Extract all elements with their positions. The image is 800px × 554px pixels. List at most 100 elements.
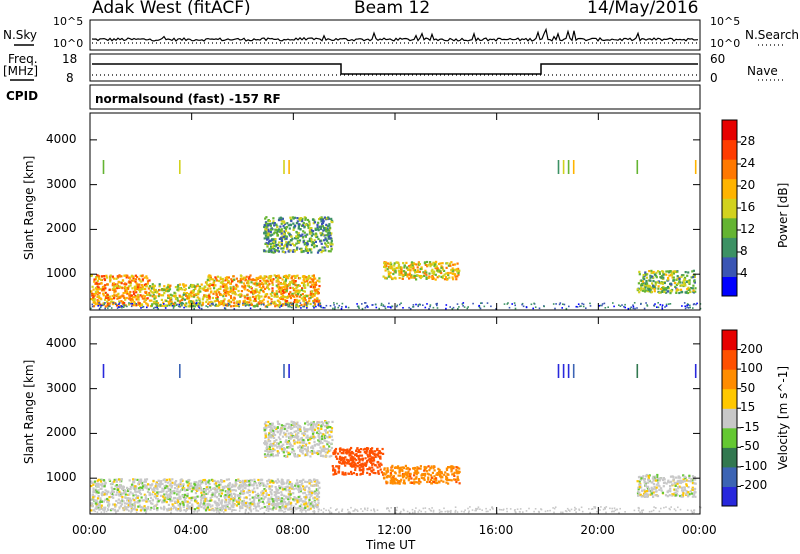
range-cell <box>300 497 303 501</box>
range-cell <box>91 285 94 288</box>
range-cell <box>282 282 285 285</box>
range-cell <box>306 277 309 280</box>
range-cell <box>317 443 320 446</box>
range-cell <box>215 496 219 499</box>
range-cell <box>100 282 103 285</box>
range-cell <box>237 502 240 506</box>
range-cell <box>272 220 275 223</box>
colorbar-tick-label: 16 <box>740 200 756 214</box>
range-cell <box>270 294 273 297</box>
range-cell <box>104 489 107 492</box>
range-cell <box>91 502 94 505</box>
range-cell <box>144 494 147 497</box>
range-cell <box>198 297 201 301</box>
range-cell <box>264 443 267 446</box>
range-cell <box>299 488 302 491</box>
range-cell <box>358 466 361 469</box>
range-cell <box>114 288 117 291</box>
range-cell <box>227 498 230 501</box>
range-cell <box>92 305 96 308</box>
range-cell <box>653 290 656 293</box>
range-cell <box>349 454 352 457</box>
range-cell <box>253 282 256 285</box>
range-cell <box>199 479 203 482</box>
range-cell <box>667 278 670 281</box>
range-cell <box>319 440 322 443</box>
range-cell <box>171 481 174 484</box>
range-cell <box>681 281 684 284</box>
range-cell <box>373 452 376 456</box>
range-cell <box>302 221 305 225</box>
range-cell <box>333 452 337 455</box>
range-cell <box>312 421 315 424</box>
range-cell <box>231 501 234 504</box>
range-cell <box>236 500 239 503</box>
range-cell <box>264 234 267 237</box>
range-cell <box>666 290 669 293</box>
range-cell <box>294 423 297 426</box>
range-cell <box>224 506 228 509</box>
range-cell <box>313 307 315 309</box>
range-cell <box>314 290 318 293</box>
range-cell <box>214 276 217 279</box>
range-cell <box>285 276 288 279</box>
range-cell <box>327 436 330 439</box>
range-cell <box>277 283 280 286</box>
range-cell <box>167 295 171 298</box>
range-cell <box>235 277 238 280</box>
range-cell <box>480 302 482 304</box>
range-cell <box>135 508 138 511</box>
range-cell <box>378 465 381 468</box>
range-cell <box>197 505 200 508</box>
range-cell <box>108 496 111 499</box>
range-cell <box>276 230 279 233</box>
range-cell <box>226 287 229 290</box>
range-cell <box>372 462 375 465</box>
range-cell <box>289 216 292 219</box>
range-cell <box>149 500 152 503</box>
range-cell <box>97 305 99 307</box>
range-cell <box>507 302 509 304</box>
range-cell <box>114 302 117 305</box>
range-cell <box>289 286 292 289</box>
range-cell <box>205 305 207 307</box>
range-cell <box>294 276 297 279</box>
freq-trace <box>92 63 698 75</box>
range-cell <box>269 440 272 443</box>
range-cell <box>223 298 226 301</box>
range-cell <box>361 303 363 305</box>
range-cell <box>248 298 251 301</box>
range-cell <box>230 278 233 281</box>
range-cell <box>188 302 191 305</box>
range-cell <box>633 302 636 304</box>
range-cell <box>141 486 144 489</box>
range-cell <box>183 298 186 301</box>
range-cell <box>283 448 286 451</box>
range-cell <box>673 270 676 273</box>
range-cell <box>285 482 288 485</box>
range-cell <box>309 427 312 430</box>
range-cell <box>164 289 167 292</box>
range-cell <box>124 493 127 496</box>
range-cell <box>111 284 114 287</box>
range-cell <box>632 307 635 310</box>
range-cell <box>293 496 296 499</box>
range-cell <box>291 280 294 283</box>
range-cell <box>100 492 103 495</box>
range-cell <box>284 234 287 238</box>
range-cell <box>271 289 274 292</box>
range-cell <box>326 245 329 248</box>
range-cell <box>126 292 129 295</box>
range-cell <box>140 280 143 283</box>
range-cell <box>325 223 328 226</box>
range-cell <box>277 250 280 253</box>
range-cell <box>672 270 675 273</box>
range-cell <box>273 503 276 506</box>
range-cell <box>120 503 123 506</box>
range-cell <box>97 495 100 498</box>
range-cell <box>300 506 303 509</box>
range-cell <box>294 440 297 443</box>
range-cell <box>304 453 307 456</box>
range-cell <box>181 494 184 498</box>
range-cell <box>224 279 227 282</box>
